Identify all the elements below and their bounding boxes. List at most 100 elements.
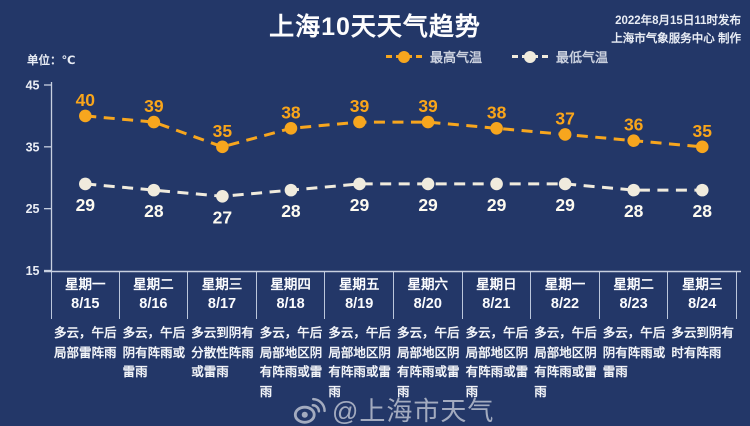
- min-temp-value-label: 29: [76, 195, 96, 215]
- weekday-label: 星期六: [407, 277, 449, 292]
- publish-time: 2022年8月15日11时发布: [615, 15, 741, 27]
- min-temp-point: [558, 177, 572, 191]
- min-temp-point: [627, 183, 640, 197]
- min-temp-point: [147, 183, 161, 197]
- day-cell: 星期三 8/17: [188, 272, 257, 319]
- min-temp-point: [421, 177, 435, 191]
- forecast-cell: 多云到阴有时有阵雨: [671, 326, 734, 360]
- day-cell: 星期一 8/15: [51, 272, 120, 319]
- min-temp-value-label: 27: [213, 207, 232, 227]
- date-label: 8/21: [482, 296, 511, 312]
- legend: 最高气温 最低气温: [386, 47, 608, 66]
- weekday-label: 星期二: [133, 277, 174, 292]
- min-temp-line-icon: [512, 50, 549, 63]
- max-temp-point: [490, 121, 503, 135]
- min-temp-value-label: 28: [624, 201, 644, 221]
- day-cell: 星期日 8/21: [463, 272, 532, 319]
- publish-info: 2022年8月15日11时发布 上海市气象服务中心 制作: [611, 13, 741, 48]
- forecast-cell: 多云到阴有分散性阵雨或雷雨: [191, 326, 254, 379]
- forecast-cell: 多云，午后局部地区阴有阵雨或雷雨: [534, 326, 597, 399]
- forecast-row: 多云，午后局部雷阵雨 多云，午后阴有阵雨或雷雨 多云到阴有分散性阵雨或雷雨 多云…: [51, 324, 737, 402]
- max-temp-value-label: 39: [418, 96, 438, 116]
- max-temp-value-label: 38: [487, 102, 507, 122]
- weekday-label: 星期三: [201, 277, 243, 292]
- date-label: 8/23: [619, 296, 648, 312]
- day-header-row: 星期一 8/15 星期二 8/16 星期三 8/17 星期四 8/18 星期五 8/19 …: [51, 272, 737, 319]
- max-temp-point: [353, 115, 366, 129]
- min-temp-point: [695, 183, 709, 197]
- max-temp-point: [284, 121, 298, 135]
- y-tick-label: 25: [26, 202, 40, 216]
- weekday-label: 星期日: [476, 277, 517, 292]
- max-temp-point: [147, 115, 161, 129]
- weekday-label: 星期一: [65, 277, 106, 292]
- page-title: 上海10天天气趋势: [269, 13, 481, 41]
- day-cell: 星期二 8/16: [120, 272, 189, 319]
- max-temp-line-icon: [386, 50, 422, 63]
- max-temp-value-label: 35: [693, 121, 713, 141]
- max-temp-point: [216, 140, 229, 154]
- min-temp-value-label: 29: [487, 195, 507, 215]
- min-temp-point: [284, 183, 298, 197]
- max-temp-value-label: 39: [350, 96, 370, 116]
- min-temp-point: [353, 177, 366, 191]
- forecast-cell: 多云，午后阴有阵雨或雷雨: [602, 326, 666, 379]
- min-temp-value-label: 28: [144, 201, 164, 221]
- date-label: 8/20: [413, 296, 442, 312]
- min-temp-value-label: 29: [418, 195, 438, 215]
- forecast-cell: 多云，午后局部地区阴有阵雨或雷雨: [328, 326, 391, 399]
- date-label: 8/19: [345, 296, 374, 312]
- day-cell: 星期五 8/19: [325, 272, 394, 319]
- max-temp-value-label: 38: [281, 102, 301, 122]
- min-temp-value-label: 29: [350, 195, 370, 215]
- y-tick-label: 15: [26, 264, 40, 278]
- min-temp-line: [85, 182, 703, 198]
- min-temp-point: [216, 190, 229, 203]
- day-cell: 星期六 8/20: [394, 272, 463, 319]
- min-temp-value-label: 29: [555, 195, 575, 215]
- forecast-cell: 多云，午后局部雷阵雨: [54, 326, 117, 360]
- max-temp-line: [85, 114, 703, 149]
- forecast-cell: 多云，午后局部地区阴有阵雨或雷雨: [396, 326, 460, 399]
- max-temp-value-label: 36: [624, 115, 644, 135]
- min-temp-point: [490, 177, 503, 191]
- legend-item-max-temp: 最高气温: [386, 47, 482, 66]
- legend-item-min-temp: 最低气温: [512, 47, 608, 66]
- date-label: 8/17: [207, 296, 237, 312]
- day-cell: 星期二 8/23: [600, 272, 669, 319]
- date-label: 8/16: [139, 296, 168, 312]
- date-label: 8/15: [71, 296, 100, 312]
- date-label: 8/18: [276, 296, 305, 312]
- day-cell: 星期一 8/22: [531, 272, 600, 319]
- max-temp-point: [695, 140, 709, 154]
- date-label: 8/24: [688, 296, 717, 312]
- weibo-icon: [293, 397, 326, 424]
- day-cell: 星期三 8/24: [668, 272, 737, 319]
- y-tick-label: 35: [26, 140, 40, 154]
- forecast-cell: 多云，午后阴有阵雨或雷雨: [122, 326, 186, 379]
- max-temp-value-label: 39: [144, 96, 164, 116]
- weekday-label: 星期三: [681, 277, 723, 292]
- publish-author: 上海市气象服务中心 制作: [611, 32, 741, 45]
- y-tick-label: 45: [26, 79, 40, 93]
- max-temp-point: [558, 128, 572, 141]
- legend-label-min-temp: 最低气温: [556, 50, 609, 65]
- watermark: @上海市天气: [292, 391, 494, 426]
- weekday-label: 星期二: [613, 277, 654, 292]
- forecast-cell: 多云，午后局部地区阴有阵雨或雷雨: [465, 326, 529, 399]
- min-temp-value-label: 28: [693, 201, 713, 221]
- min-temp-value-label: 28: [281, 201, 301, 221]
- max-temp-point: [421, 115, 435, 129]
- max-temp-point: [627, 134, 640, 147]
- max-temp-value-label: 35: [213, 121, 233, 141]
- unit-label: 单位：℃: [27, 55, 76, 67]
- max-temp-value-label: 40: [76, 90, 96, 110]
- max-temp-value-label: 37: [555, 108, 574, 128]
- max-temp-point: [79, 109, 92, 123]
- min-temp-point: [79, 177, 92, 191]
- date-label: 8/22: [550, 296, 580, 312]
- legend-label-max-temp: 最高气温: [430, 50, 483, 65]
- watermark-handle: @上海市天气: [332, 396, 495, 426]
